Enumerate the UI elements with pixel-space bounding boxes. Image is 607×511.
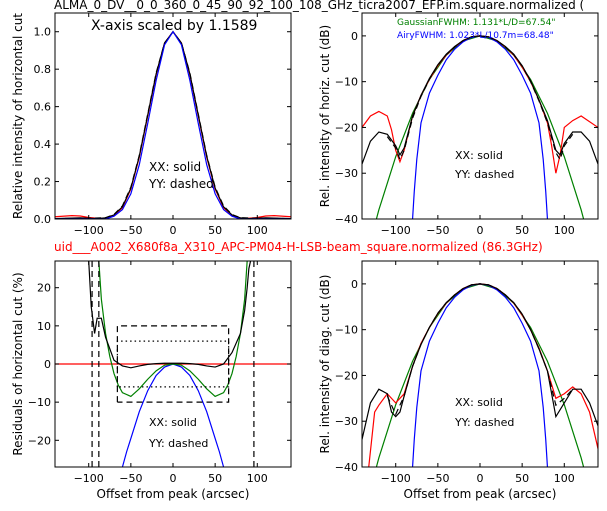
plot-area <box>362 13 598 219</box>
y-tick-label: 0.0 <box>34 213 52 226</box>
y-axis-label: Rel. intensity of horiz. cut (dB) <box>318 25 332 207</box>
y-tick-label: −20 <box>28 434 51 447</box>
annotation-text: YY: dashed <box>454 416 514 429</box>
series-line-3 <box>55 30 291 219</box>
y-tick-label: 0.2 <box>34 176 52 189</box>
x-tick-label: 0 <box>477 224 484 237</box>
series-line-7 <box>116 325 230 403</box>
y-axis-label: Relative intensity of horizontal cut <box>11 13 25 219</box>
y-tick-label: 0 <box>351 278 358 291</box>
y-axis-label: Rel. intensity of diag. cut (dB) <box>318 275 332 454</box>
annotation-text: XX: solid <box>455 149 503 162</box>
x-tick-label: −50 <box>426 224 449 237</box>
series-group <box>362 35 598 219</box>
series-group <box>55 261 291 467</box>
series-line-8 <box>116 340 230 388</box>
x-tick-label: 100 <box>247 224 268 237</box>
y-tick-label: −10 <box>335 324 358 337</box>
x-tick-label: 100 <box>554 224 575 237</box>
y-tick-label: 0.6 <box>34 101 52 114</box>
plot-area <box>362 261 598 467</box>
y-tick-label: −20 <box>335 121 358 134</box>
y-axis-label: Residuals of horizontal cut (%) <box>11 272 25 455</box>
annotation-text: YY: dashed <box>148 177 214 191</box>
series-line-2 <box>98 261 248 398</box>
x-axis-label: Offset from peak (arcsec) <box>404 487 557 501</box>
y-tick-label: 1.0 <box>34 26 52 39</box>
x-tick-label: 0 <box>477 472 484 485</box>
y-tick-label: 10 <box>37 320 51 333</box>
y-tick-label: 0 <box>351 30 358 43</box>
y-tick-label: −40 <box>335 461 358 474</box>
annotation-text: YY: dashed <box>148 437 208 450</box>
annotation-text: X-axis scaled by 1.1589 <box>91 18 257 34</box>
plot-area <box>55 13 291 219</box>
x-tick-label: −100 <box>74 224 104 237</box>
annotation-text: AiryFWHM: 1.023*L/10.7m=68.48" <box>397 31 554 41</box>
x-tick-label: 50 <box>515 472 529 485</box>
y-tick-label: 0 <box>44 358 51 371</box>
x-tick-label: 50 <box>208 224 222 237</box>
series-group <box>55 30 291 219</box>
series-line-3 <box>88 261 252 369</box>
x-tick-label: 0 <box>170 224 177 237</box>
series-line-4 <box>386 35 574 162</box>
x-tick-label: 50 <box>515 224 529 237</box>
x-tick-label: −100 <box>381 224 411 237</box>
x-tick-label: −100 <box>381 472 411 485</box>
x-tick-label: −50 <box>119 224 142 237</box>
x-axis-label: Offset from peak (arcsec) <box>97 487 250 501</box>
x-tick-label: 100 <box>247 472 268 485</box>
panel-horizontal-cut: −100 −50 0 50 100 0.0 0.2 0.4 0.6 0.8 1.0 Relative … <box>11 12 292 237</box>
x-tick-label: 100 <box>554 472 575 485</box>
y-tick-label: −10 <box>28 396 51 409</box>
x-tick-label: 0 <box>170 472 177 485</box>
annotation-text: GaussianFWHM: 1.131*L/D=67.54" <box>397 18 555 28</box>
y-tick-label: −40 <box>335 213 358 226</box>
y-tick-label: −30 <box>335 415 358 428</box>
series-group <box>362 283 598 467</box>
y-tick-label: 20 <box>37 282 51 295</box>
annotation-text: XX: solid <box>149 416 197 429</box>
annotation-text: XX: solid <box>149 160 201 174</box>
y-tick-label: 0.8 <box>34 63 52 76</box>
y-tick-label: −30 <box>335 167 358 180</box>
secondary-title: uid___A002_X680f8a_X310_APC-PM04-H-LSB-b… <box>54 240 543 254</box>
y-tick-label: 0.4 <box>34 138 52 151</box>
x-tick-label: −100 <box>74 472 104 485</box>
y-tick-label: −20 <box>335 369 358 382</box>
series-line-4 <box>386 283 574 416</box>
x-tick-label: −50 <box>426 472 449 485</box>
annotation-text: YY: dashed <box>454 168 514 181</box>
x-tick-label: −50 <box>119 472 142 485</box>
annotation-text: XX: solid <box>455 396 503 409</box>
x-tick-label: 50 <box>208 472 222 485</box>
y-tick-label: −10 <box>335 76 358 89</box>
figure-title: ALMA_0_DV__0_0_360_0_45_90_92_100_108_GH… <box>54 0 584 12</box>
